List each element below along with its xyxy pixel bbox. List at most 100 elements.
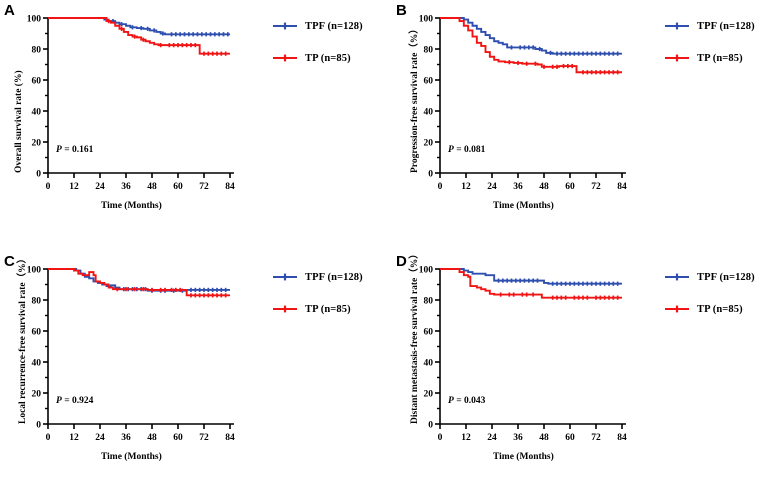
p-value-number: = 0.924 [61, 396, 94, 407]
legend-label: TPF (n=128) [697, 271, 755, 283]
p-value-number: = 0.081 [453, 145, 486, 156]
xtick-label: 72 [591, 433, 601, 443]
xtick-label: 0 [46, 433, 51, 443]
legend-line-marker-icon [665, 54, 689, 62]
legend-label: TP (n=85) [305, 303, 351, 315]
ytick-label: 100 [27, 14, 42, 24]
legend-line-marker-icon [273, 22, 297, 30]
panel-a: A 0 20 40 60 80 100 0 12 24 36 48 60 72 84 Overall surv… [0, 0, 391, 251]
legend-item-tp[interactable]: TP (n=85) [664, 52, 755, 64]
xtick-label: 60 [565, 433, 575, 443]
xtick-label: 72 [199, 182, 209, 192]
ytick-label: 40 [424, 358, 434, 368]
legend-label: TPF (n=128) [697, 20, 755, 32]
panel-c: C 0 20 40 60 80 100 0 12 24 36 48 60 72 84 Local recurr… [0, 251, 391, 502]
xtick-label: 36 [121, 433, 131, 443]
survival-curve-tpf [48, 268, 230, 292]
p-value-annotation: P = 0.043 [448, 396, 485, 406]
legend-label: TP (n=85) [305, 52, 351, 64]
plot-area-b: 0 20 40 60 80 100 0 12 24 36 48 60 72 84 [419, 14, 627, 192]
survival-curve-tpf [48, 17, 230, 36]
ytick-label: 100 [27, 265, 42, 275]
legend-label: TP (n=85) [697, 52, 743, 64]
legend: TPF (n=128) TP (n=85) [664, 20, 755, 84]
panel-letter-c: C [4, 253, 15, 270]
legend: TPF (n=128) TP (n=85) [272, 20, 363, 84]
xtick-label: 0 [46, 182, 51, 192]
legend-line-marker-icon [665, 273, 689, 281]
legend: TPF (n=128) TP (n=85) [664, 271, 755, 335]
x-axis-label: Time (Months) [493, 452, 554, 462]
xtick-label: 24 [95, 182, 105, 192]
ytick-label: 20 [424, 138, 434, 148]
xtick-label: 72 [591, 182, 601, 192]
ytick-label: 0 [36, 169, 41, 179]
legend-line-marker-icon [273, 54, 297, 62]
xtick-label: 0 [438, 433, 443, 443]
xtick-label: 48 [539, 182, 549, 192]
xtick-label: 12 [461, 433, 471, 443]
legend-line-marker-icon [665, 305, 689, 313]
p-value-annotation: P = 0.924 [56, 396, 93, 406]
ytick-label: 40 [32, 107, 42, 117]
legend-item-tpf[interactable]: TPF (n=128) [272, 271, 363, 283]
xtick-label: 12 [69, 182, 79, 192]
p-value-symbol: P [448, 145, 454, 156]
legend-item-tp[interactable]: TP (n=85) [272, 52, 363, 64]
survival-curve-tp [440, 268, 622, 299]
ytick-label: 0 [36, 420, 41, 430]
ytick-label: 20 [32, 389, 42, 399]
survival-curve-tp [48, 17, 230, 55]
ytick-label: 0 [428, 169, 433, 179]
p-value-symbol: P [56, 396, 62, 407]
ytick-label: 80 [32, 45, 42, 55]
p-value-symbol: P [56, 145, 62, 156]
survival-curve-tp [440, 17, 622, 74]
p-value-annotation: P = 0.081 [448, 145, 485, 155]
y-axis-label: Distant metastasis-free survival rate（%） [410, 249, 420, 424]
legend-line-marker-icon [665, 22, 689, 30]
x-axis-label: Time (Months) [101, 452, 162, 462]
panel-b: B 0 20 40 60 80 100 0 12 24 36 48 60 72 84 Progression-… [392, 0, 783, 251]
y-axis-label: Local recurrence-free survival rate（%） [18, 253, 28, 424]
legend-item-tp[interactable]: TP (n=85) [272, 303, 363, 315]
ytick-label: 100 [419, 14, 434, 24]
ytick-label: 80 [424, 296, 434, 306]
xtick-label: 60 [173, 182, 183, 192]
survival-curve-tpf [440, 17, 622, 55]
ytick-label: 100 [419, 265, 434, 275]
xtick-label: 84 [225, 182, 235, 192]
legend-line-marker-icon [273, 305, 297, 313]
x-axis-label: Time (Months) [101, 201, 162, 211]
xtick-label: 60 [173, 433, 183, 443]
legend-item-tpf[interactable]: TPF (n=128) [664, 20, 755, 32]
legend-item-tpf[interactable]: TPF (n=128) [272, 20, 363, 32]
ytick-label: 60 [424, 327, 434, 337]
xtick-label: 48 [539, 433, 549, 443]
legend-label: TPF (n=128) [305, 271, 363, 283]
p-value-number: = 0.043 [453, 396, 486, 407]
xtick-label: 36 [513, 182, 523, 192]
legend-item-tp[interactable]: TP (n=85) [664, 303, 755, 315]
ytick-label: 20 [32, 138, 42, 148]
panel-d: D 0 20 40 60 80 100 0 12 24 36 48 60 72 84 Distant meta… [392, 249, 783, 502]
survival-curve-tpf [440, 268, 622, 285]
xtick-label: 36 [121, 182, 131, 192]
survival-curve-tp [48, 268, 230, 297]
legend-item-tpf[interactable]: TPF (n=128) [664, 271, 755, 283]
x-axis-label: Time (Months) [493, 201, 554, 211]
legend-label: TP (n=85) [697, 303, 743, 315]
y-axis-label: Progression-free survival rate（%） [410, 24, 420, 173]
legend-line-marker-icon [273, 273, 297, 281]
y-axis-label: Overall survival rate (%) [14, 70, 24, 173]
ytick-label: 40 [32, 358, 42, 368]
xtick-label: 24 [95, 433, 105, 443]
xtick-label: 48 [147, 182, 157, 192]
ytick-label: 0 [428, 420, 433, 430]
xtick-label: 84 [225, 433, 235, 443]
legend: TPF (n=128) TP (n=85) [272, 271, 363, 335]
ytick-label: 80 [32, 296, 42, 306]
plot-area-a: 0 20 40 60 80 100 0 12 24 36 48 60 72 84 [27, 14, 235, 192]
ytick-label: 60 [32, 327, 42, 337]
